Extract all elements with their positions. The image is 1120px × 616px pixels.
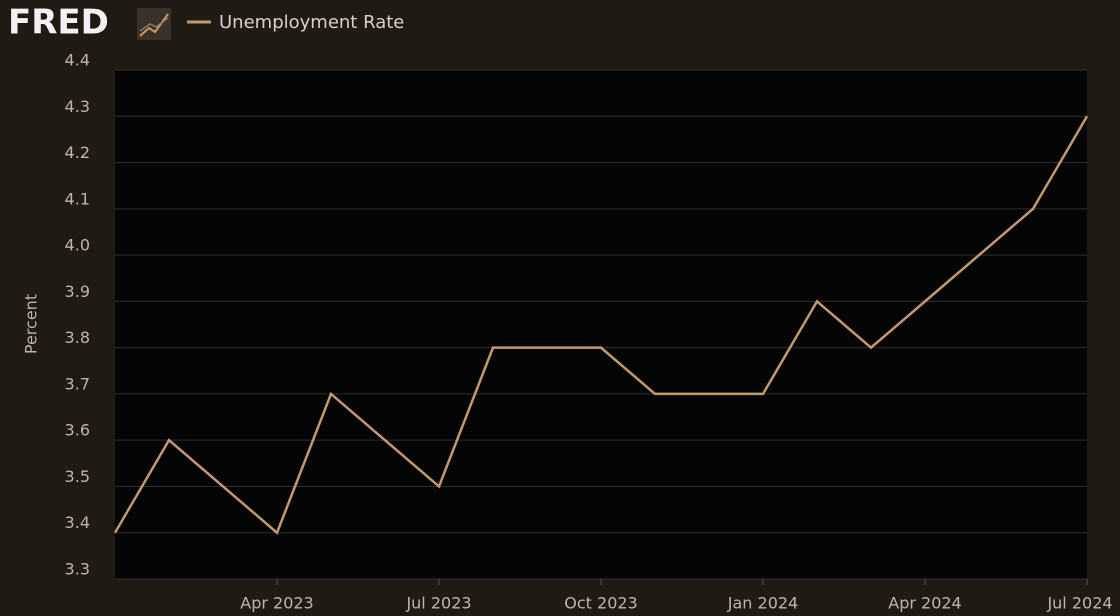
x-tick-label: Jul 2024: [1046, 594, 1112, 613]
y-tick-label: 3.4: [65, 513, 90, 532]
y-axis-label: Percent: [22, 294, 41, 354]
y-tick-label: 3.7: [65, 374, 90, 393]
x-tick-label: Apr 2023: [240, 594, 313, 613]
y-tick-label: 4.4: [65, 51, 90, 70]
series-line: [113, 115, 1089, 535]
y-tick-label: 4.1: [65, 189, 90, 208]
logo-icon: [137, 8, 171, 40]
plot-area: [115, 70, 1087, 579]
legend-label: Unemployment Rate: [219, 12, 404, 33]
y-tick-label: 4.2: [65, 143, 90, 162]
y-tick-label: 3.5: [65, 467, 90, 486]
y-tick-label: 3.8: [65, 328, 90, 347]
y-tick-label: 4.0: [65, 236, 90, 255]
x-tick-label: Apr 2024: [888, 594, 961, 613]
y-tick-label: 4.3: [65, 97, 90, 116]
x-tick-label: Jul 2023: [405, 594, 471, 613]
y-tick-label: 3.3: [65, 560, 90, 579]
x-tick-label: Jan 2024: [727, 594, 798, 613]
x-tick-label: Oct 2023: [564, 594, 637, 613]
y-tick-label: 3.6: [65, 421, 90, 440]
y-tick-label: 3.9: [65, 282, 90, 301]
logo: FRED: [8, 3, 109, 43]
